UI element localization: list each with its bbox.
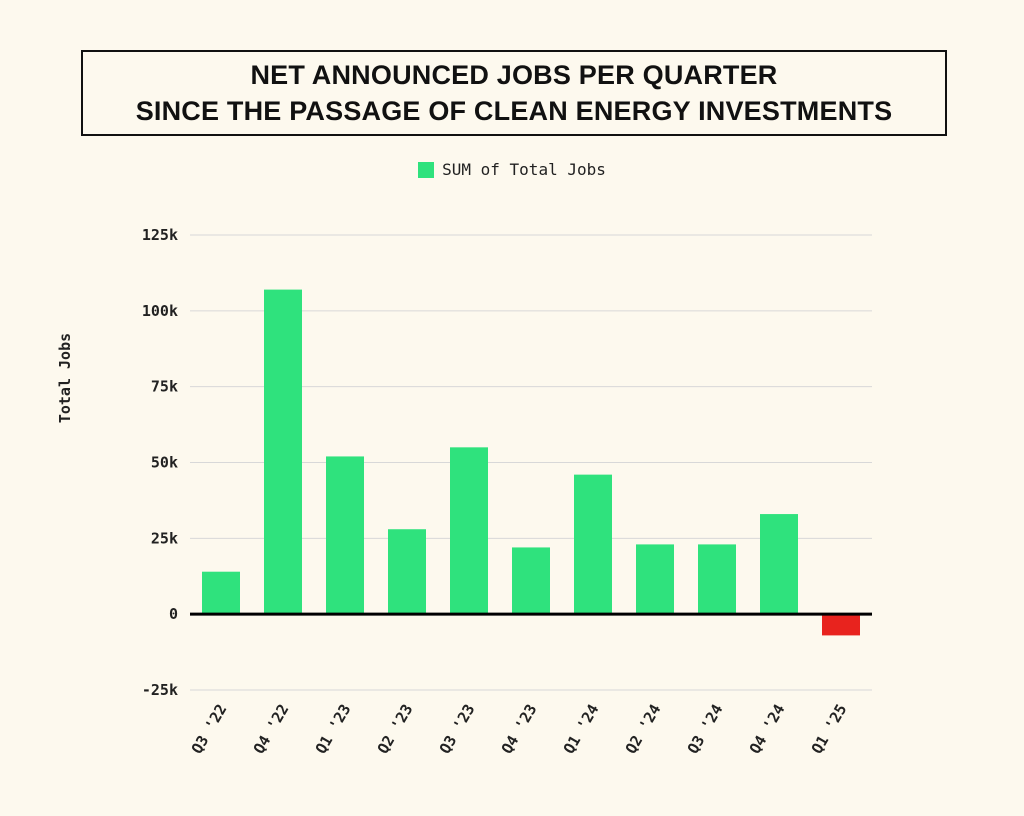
- bar: [202, 571, 240, 615]
- x-tick-label: Q2 '24: [622, 701, 665, 757]
- bar: [574, 474, 612, 615]
- x-tick-label: Q4 '23: [498, 701, 541, 757]
- x-tick-label: Q2 '23: [374, 701, 417, 757]
- x-tick-label: Q3 '23: [436, 701, 479, 757]
- bar: [698, 544, 736, 615]
- y-tick-label: -25k: [142, 681, 178, 699]
- chart-title: NET ANNOUNCED JOBS PER QUARTER SINCE THE…: [81, 50, 947, 136]
- x-tick-label: Q3 '22: [188, 701, 231, 757]
- bar: [822, 614, 860, 636]
- x-tick-label: Q3 '24: [684, 701, 727, 757]
- y-tick-label: 0: [169, 605, 178, 623]
- bar: [760, 514, 798, 615]
- legend: SUM of Total Jobs: [0, 160, 1024, 179]
- x-tick-label: Q4 '24: [746, 701, 789, 757]
- x-tick-label: Q1 '23: [312, 701, 355, 757]
- y-tick-label: 100k: [142, 302, 178, 320]
- bar: [264, 289, 302, 615]
- x-tick-label: Q1 '25: [808, 701, 851, 757]
- legend-swatch: [418, 161, 435, 178]
- bar: [636, 544, 674, 615]
- bar: [512, 547, 550, 615]
- y-axis-label: Total Jobs: [56, 333, 74, 423]
- x-tick-label: Q4 '22: [250, 701, 293, 757]
- bar: [450, 447, 488, 615]
- title-line-2: SINCE THE PASSAGE OF CLEAN ENERGY INVEST…: [135, 96, 893, 126]
- bar: [388, 529, 426, 615]
- y-tick-label: 75k: [151, 378, 178, 396]
- y-tick-label: 25k: [151, 529, 178, 547]
- y-tick-label: 125k: [142, 226, 178, 244]
- legend-label: SUM of Total Jobs: [442, 160, 606, 179]
- title-line-1: NET ANNOUNCED JOBS PER QUARTER: [250, 60, 778, 90]
- bar: [326, 456, 364, 615]
- x-tick-label: Q1 '24: [560, 701, 603, 757]
- y-tick-label: 50k: [151, 454, 178, 472]
